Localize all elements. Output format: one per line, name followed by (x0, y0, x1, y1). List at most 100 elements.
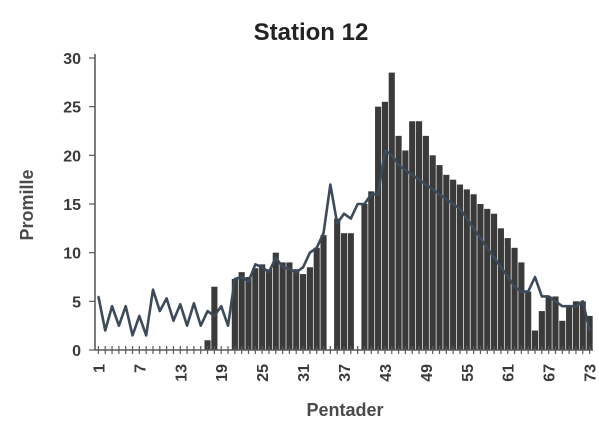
line-point-64 (527, 290, 529, 293)
bar-pentad-69 (559, 320, 566, 350)
line-point-33 (315, 247, 318, 249)
line-point-54 (459, 208, 461, 210)
line-point-47 (411, 174, 414, 176)
x-axis-label: Pentader (306, 400, 383, 420)
bar-pentad-43 (381, 101, 388, 350)
line-point-4 (118, 324, 120, 327)
bar-pentad-63 (518, 262, 525, 350)
x-tick-label: 13 (173, 364, 190, 382)
line-point-24 (254, 263, 257, 266)
line-point-35 (329, 183, 332, 186)
x-tick-label: 31 (296, 364, 313, 382)
line-point-9 (152, 288, 154, 291)
bar-pentad-52 (443, 174, 450, 350)
bar-pentad-60 (497, 228, 504, 350)
bars-layer (204, 72, 593, 351)
line-point-3 (111, 305, 113, 308)
line-point-28 (281, 266, 284, 269)
line-point-71 (575, 305, 577, 308)
bar-pentad-45 (395, 135, 402, 350)
bar-pentad-57 (477, 204, 484, 350)
bar-pentad-41 (368, 191, 375, 350)
bar-pentad-22 (238, 272, 245, 350)
y-tick-label: 10 (63, 246, 81, 263)
x-tick-label: 37 (337, 364, 354, 382)
line-point-29 (288, 268, 291, 271)
x-tick-label: 43 (378, 364, 395, 382)
bar-pentad-66 (538, 311, 545, 350)
bar-pentad-21 (231, 278, 238, 350)
bar-pentad-24 (252, 268, 259, 350)
line-point-49 (425, 183, 427, 186)
x-tick-label: 25 (255, 364, 272, 382)
line-point-34 (322, 232, 325, 234)
bar-pentad-46 (402, 150, 409, 350)
bar-pentad-54 (456, 184, 464, 350)
line-point-40 (363, 203, 366, 205)
line-point-10 (159, 310, 161, 312)
line-point-26 (268, 271, 270, 273)
line-point-31 (302, 266, 304, 269)
x-tick-label: 55 (460, 364, 477, 382)
line-point-43 (384, 149, 386, 152)
bar-pentad-55 (463, 189, 470, 350)
x-tick-label: 67 (542, 364, 559, 382)
bar-pentad-27 (272, 252, 279, 350)
bar-pentad-32 (306, 267, 313, 350)
line-point-45 (397, 164, 400, 166)
line-point-38 (350, 217, 352, 220)
bar-pentad-29 (286, 262, 293, 350)
line-point-56 (472, 227, 475, 230)
x-tick-label: 7 (132, 364, 149, 373)
y-tick-label: 15 (63, 197, 81, 214)
line-point-69 (561, 305, 564, 308)
bar-pentad-68 (552, 296, 559, 350)
line-point-25 (261, 266, 263, 269)
line-point-32 (309, 251, 311, 254)
line-point-50 (431, 188, 434, 191)
line-point-13 (179, 303, 182, 306)
line-point-63 (520, 290, 523, 293)
bar-pentad-59 (491, 213, 498, 350)
line-point-36 (336, 222, 338, 225)
line-point-72 (581, 300, 584, 303)
line-point-12 (172, 320, 175, 322)
line-point-41 (370, 193, 373, 196)
line-layer (97, 149, 591, 337)
bar-pentad-37 (340, 233, 348, 350)
line-point-18 (213, 315, 216, 317)
line-point-22 (240, 276, 243, 278)
bar-pentad-36 (334, 218, 341, 350)
bar-pentad-48 (415, 121, 423, 351)
bar-pentad-17 (204, 340, 211, 350)
line-point-37 (343, 212, 345, 215)
line-point-60 (500, 266, 502, 269)
line-point-61 (506, 276, 509, 278)
bar-pentad-50 (429, 155, 436, 350)
bar-pentad-56 (470, 194, 477, 350)
line-point-67 (547, 295, 550, 298)
line-point-62 (513, 285, 516, 288)
line-point-57 (479, 237, 482, 239)
line-point-48 (418, 178, 420, 181)
line-point-5 (124, 305, 127, 308)
bar-pentad-51 (436, 165, 443, 350)
bar-pentad-49 (422, 135, 429, 350)
x-tick-label: 1 (91, 364, 108, 373)
line-point-73 (588, 329, 591, 332)
line-point-44 (390, 154, 393, 157)
line-point-59 (493, 256, 495, 259)
bar-pentad-25 (259, 264, 266, 350)
line-point-66 (541, 295, 543, 298)
line-point-17 (206, 310, 209, 312)
line-point-20 (227, 324, 229, 327)
bar-pentad-64 (525, 291, 532, 350)
line-point-15 (193, 302, 195, 305)
bar-pentad-23 (245, 277, 252, 350)
line-point-16 (199, 324, 202, 327)
line-point-53 (452, 203, 454, 205)
y-tick-label: 0 (72, 343, 81, 360)
y-tick-label: 20 (63, 148, 81, 165)
bar-pentad-65 (531, 330, 539, 350)
